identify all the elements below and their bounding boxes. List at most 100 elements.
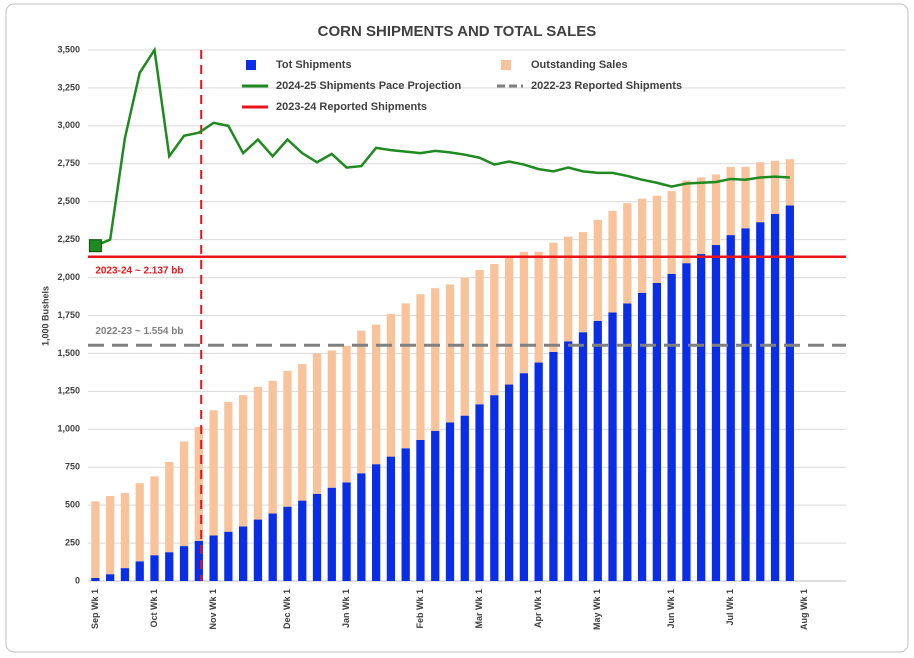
bar (91, 501, 100, 578)
y-tick-label: 3,000 (57, 120, 80, 130)
y-tick-label: 1,500 (57, 348, 80, 358)
bar (667, 191, 676, 274)
bar (416, 294, 425, 440)
y-tick-label: 2,750 (57, 158, 80, 168)
bar (785, 159, 794, 206)
bar (697, 177, 706, 255)
bar (504, 256, 514, 385)
bar (179, 441, 189, 547)
bar (165, 552, 174, 581)
bar (431, 430, 440, 581)
bar (711, 174, 721, 245)
legend-label: 2022-23 Reported Shipments (531, 80, 682, 92)
bar (401, 448, 410, 581)
bar (371, 464, 381, 581)
bar (253, 386, 263, 520)
bar (534, 362, 543, 581)
y-tick-label: 250 (65, 537, 80, 547)
legend-label: Tot Shipments (276, 59, 352, 71)
bar (564, 236, 573, 342)
bar (239, 395, 248, 527)
bar (91, 577, 100, 581)
bar (106, 496, 115, 575)
bar (608, 312, 617, 581)
legend-swatch (501, 60, 511, 70)
y-tick-label: 750 (65, 462, 80, 472)
bar (342, 345, 351, 483)
bar (756, 222, 765, 581)
bar (682, 263, 691, 581)
bar (342, 482, 351, 581)
bar (475, 269, 484, 405)
x-tick-label: May Wk 1 (592, 589, 602, 630)
bar (298, 364, 307, 501)
bar (534, 251, 543, 363)
bar (770, 160, 780, 214)
reference-label: 2022-23 ~ 1.554 bb (95, 326, 183, 337)
x-tick-label: Aug Wk 1 (799, 589, 809, 630)
y-tick-label: 500 (65, 500, 80, 510)
bar (357, 473, 366, 581)
bar (726, 166, 735, 236)
bar (135, 483, 144, 562)
bar (120, 493, 130, 569)
bar (785, 205, 794, 581)
x-tick-label: Sep Wk 1 (90, 589, 100, 629)
bar (667, 273, 676, 581)
pace-line (94, 46, 790, 247)
x-tick-label: Apr Wk 1 (533, 589, 543, 628)
legend-label: Outstanding Sales (531, 59, 628, 71)
bar (711, 244, 721, 581)
bar (371, 324, 381, 465)
legend-swatch (246, 60, 256, 70)
y-tick-label: 3,500 (57, 44, 80, 54)
start-marker (88, 239, 102, 253)
bar (593, 320, 602, 581)
bar (224, 531, 233, 581)
bar (445, 284, 455, 423)
bar (327, 487, 336, 581)
bar (578, 332, 588, 581)
bar (150, 476, 159, 556)
bar (386, 313, 396, 457)
bar (268, 513, 277, 581)
y-tick-label: 1,000 (57, 424, 80, 434)
bar (652, 282, 661, 581)
x-tick-label: Mar Wk 1 (474, 589, 484, 629)
bar (726, 235, 735, 581)
bar (283, 370, 292, 507)
bar (283, 506, 292, 581)
bar (504, 384, 514, 581)
bar (268, 380, 277, 514)
x-tick-label: Nov Wk 1 (208, 589, 218, 630)
y-tick-label: 2,500 (57, 196, 80, 206)
bar (549, 242, 558, 352)
y-tick-label: 3,250 (57, 82, 80, 92)
bar (312, 353, 322, 494)
bar (106, 574, 115, 581)
bar (253, 519, 263, 581)
bar (519, 373, 529, 581)
bar (194, 427, 203, 541)
bar (312, 493, 322, 581)
bar (135, 561, 144, 581)
x-tick-label: Dec Wk 1 (282, 589, 292, 629)
bar (490, 395, 499, 581)
y-tick-label: 1,250 (57, 386, 80, 396)
bar (623, 303, 632, 581)
bar (150, 555, 159, 581)
bar (623, 203, 632, 304)
bar (327, 350, 336, 488)
y-tick-label: 2,250 (57, 234, 80, 244)
legend-label: 2023-24 Reported Shipments (276, 101, 427, 113)
bar (179, 546, 189, 581)
bar (416, 439, 425, 581)
x-tick-label: Oct Wk 1 (149, 589, 159, 628)
bar (682, 180, 691, 264)
bar (637, 292, 647, 581)
reference-label: 2023-24 ~ 2.137 bb (95, 265, 183, 276)
y-tick-label: 1,750 (57, 310, 80, 320)
bar (431, 288, 440, 431)
bar (357, 330, 366, 474)
